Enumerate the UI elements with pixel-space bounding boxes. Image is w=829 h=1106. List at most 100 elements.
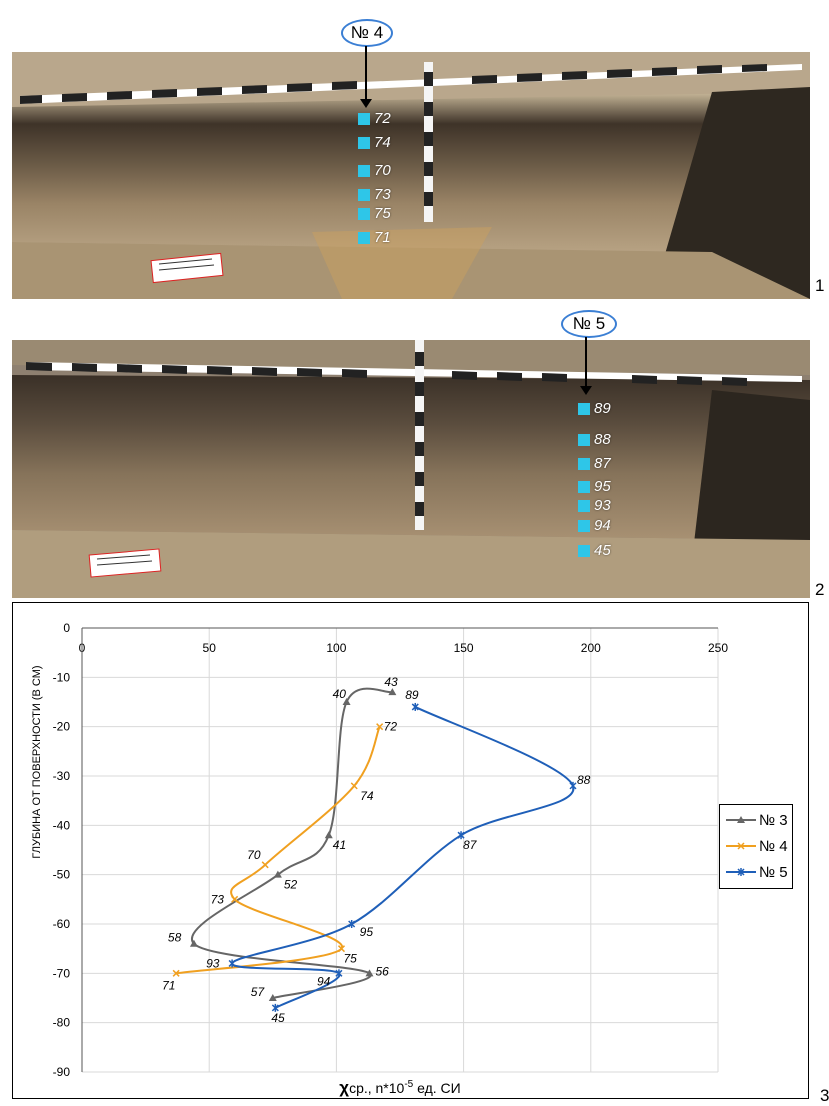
data-point: [228, 959, 236, 968]
sample-square: [358, 188, 370, 201]
x-axis-label-unit: ед. СИ: [413, 1080, 461, 1096]
series-3: 43 40 41 52 58 56 57: [168, 675, 398, 1001]
x-axis-label-exp: -5: [404, 1079, 413, 1090]
sample-label: 75: [374, 205, 391, 222]
data-label: 70: [247, 848, 261, 862]
measuring-tape: [26, 362, 802, 386]
sample-label: 45: [594, 542, 611, 559]
data-label: 75: [343, 952, 357, 966]
sample-marker: 73: [358, 186, 391, 203]
data-point: [261, 861, 269, 869]
x-tick-label: 250: [708, 641, 728, 655]
profile-4-badge: № 4: [341, 19, 393, 47]
data-label: 87: [463, 838, 478, 852]
sample-square: [578, 457, 590, 470]
data-label: 93: [206, 956, 220, 970]
sample-marker: 45: [578, 542, 611, 559]
x-tick-label: 150: [454, 641, 474, 655]
data-point: [411, 702, 419, 711]
legend-triangle-marker-icon: [726, 816, 756, 823]
sample-square: [578, 499, 590, 512]
x-axis-label-main: ср., n*10: [349, 1080, 404, 1096]
data-point: [348, 920, 356, 928]
y-tick-label: -90: [53, 1065, 71, 1079]
sample-marker: 88: [578, 431, 611, 448]
x-tick-label: 200: [581, 641, 601, 655]
data-point: [335, 969, 343, 978]
y-tick-label: -80: [53, 1016, 71, 1030]
x-axis-label: χср., n*10-5 ед. СИ: [339, 1078, 460, 1097]
data-point: [365, 969, 374, 977]
data-point: [569, 781, 577, 790]
data-label: 73: [211, 892, 225, 906]
sample-marker: 95: [578, 478, 611, 495]
data-point: [376, 723, 384, 731]
data-label: 56: [375, 964, 389, 978]
data-point: [172, 969, 180, 977]
data-label: 43: [384, 675, 398, 689]
grid: [82, 627, 719, 1073]
data-point: [271, 1003, 279, 1012]
sample-label: 93: [594, 497, 611, 514]
sample-marker: 93: [578, 497, 611, 514]
field-label-card: [150, 252, 224, 284]
sample-square: [358, 112, 370, 125]
vertical-ruler: [415, 340, 424, 530]
data-label: 88: [577, 773, 591, 787]
sample-label: 88: [594, 431, 611, 448]
sample-marker: 89: [578, 400, 611, 417]
data-label: 95: [360, 925, 374, 939]
series-line: [231, 706, 575, 1009]
trench-photo-2: [12, 340, 810, 598]
sample-label: 71: [374, 229, 391, 246]
sample-square: [578, 433, 590, 446]
profile-5-badge: № 5: [561, 310, 617, 338]
data-point: [350, 782, 358, 790]
panel-number: 2: [815, 580, 825, 599]
sample-label: 70: [374, 162, 391, 179]
field-label-card: [88, 548, 162, 578]
legend-x-marker-icon: [726, 842, 756, 850]
y-tick-label: -40: [53, 818, 71, 832]
data-point: [342, 698, 351, 705]
data-point: [268, 994, 277, 1001]
sample-label: 87: [594, 455, 611, 472]
sample-label: 74: [374, 134, 391, 151]
series-line: [190, 687, 393, 999]
sample-label: 95: [594, 478, 611, 495]
sample-marker: 94: [578, 517, 611, 534]
legend-item-5: № 5: [726, 859, 792, 885]
x-tick-label: 100: [326, 641, 346, 655]
sample-marker: 71: [358, 229, 391, 246]
trench-photo-1: [12, 52, 810, 299]
sample-square: [578, 402, 590, 415]
y-tick-label: -70: [53, 966, 71, 980]
series-layer: 43 40 41 52 58 56 57 72 74 70 73 75 71 89 88 87 95 93 94 45: [162, 675, 591, 1025]
data-label: 57: [251, 985, 266, 999]
legend-item-4: № 4: [726, 833, 792, 859]
sample-label: 89: [594, 400, 611, 417]
sample-label: 72: [374, 110, 391, 127]
legend-item-3: № 3: [726, 807, 792, 833]
panel-number: 3: [820, 1086, 829, 1105]
data-point: [337, 945, 346, 953]
y-tick-label: -50: [53, 868, 71, 882]
y-tick-label: -60: [53, 917, 71, 931]
sample-marker: 72: [358, 110, 391, 127]
chart-frame: [12, 602, 809, 1099]
measuring-tape: [20, 64, 802, 104]
y-tick-label: -30: [53, 769, 71, 783]
sample-square: [358, 164, 370, 177]
sample-square: [358, 136, 370, 149]
sample-square: [358, 207, 370, 220]
legend-label: № 5: [759, 863, 788, 881]
data-point: [324, 831, 333, 839]
data-label: 71: [162, 978, 175, 992]
series-4: 72 74 70 73 75 71: [162, 720, 397, 993]
y-axis-label: ГЛУБИНА ОТ ПОВЕРХНОСТИ (В СМ): [31, 665, 43, 858]
data-label: 72: [384, 720, 398, 734]
data-label: 45: [271, 1011, 285, 1025]
panel-number: 1: [815, 276, 825, 295]
data-point: [388, 688, 397, 696]
